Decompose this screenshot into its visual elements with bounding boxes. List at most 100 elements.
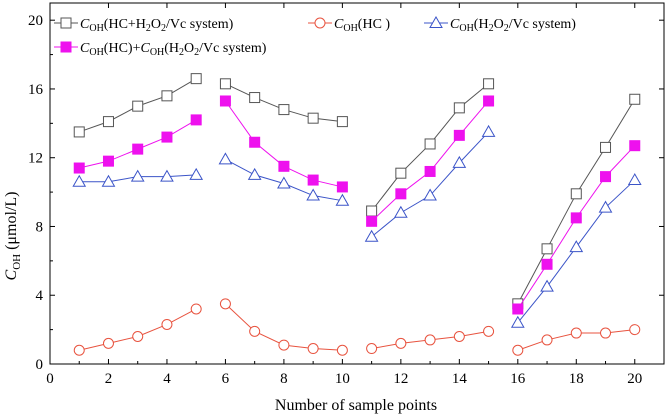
series-1-point: [395, 167, 407, 179]
series-2-point: [102, 337, 114, 349]
series-4-point: [483, 95, 495, 107]
series-1-point: [424, 138, 436, 150]
series-2-point: [453, 330, 465, 342]
legend-subscript: OH: [459, 23, 473, 34]
series-1-point: [483, 78, 495, 90]
series-3-point: [72, 174, 87, 187]
series-1-point: [366, 205, 378, 217]
legend-subscript: 2: [161, 23, 166, 34]
series-3-point: [540, 279, 554, 292]
series-4-point: [161, 131, 173, 143]
series-3-point: [364, 229, 379, 242]
legend-marker: [60, 41, 72, 53]
series-1-point: [102, 116, 114, 128]
x-axis: 0 2 4 6 8 10 12 14 16 18 20: [46, 3, 642, 387]
series-layer: [72, 73, 642, 356]
series-4-point: [132, 143, 144, 155]
legend-item-2: COH(HC ): [308, 17, 390, 34]
legend-subscript: 2: [504, 23, 509, 34]
x-tick-label: 6: [222, 371, 230, 387]
series-4-line-segment: [517, 145, 636, 310]
y-tick-label: 12: [28, 151, 43, 167]
series-1-point: [600, 141, 612, 153]
series-4-point: [629, 140, 641, 152]
y-tick-label: 20: [28, 13, 43, 29]
series-2-point: [570, 327, 582, 339]
series-2-point: [366, 343, 378, 355]
legend-text-part: O: [184, 41, 194, 56]
series-3-point: [277, 176, 291, 189]
legend-item-3: COH(H2O2/Vc system): [424, 15, 577, 34]
series-1-line-segment: [225, 83, 343, 123]
x-tick-label: 20: [627, 371, 642, 387]
series-2-point: [307, 343, 319, 355]
series-3-point: [101, 174, 116, 187]
x-tick-label: 0: [46, 371, 54, 387]
y-tick-label: 4: [36, 288, 44, 304]
series-1-line-segment: [517, 99, 636, 305]
legend-symbol: C: [140, 41, 150, 56]
series-3-point: [452, 155, 467, 168]
legend-symbol: C: [80, 17, 90, 32]
series-3-point: [189, 167, 204, 180]
series-4-point: [570, 212, 582, 224]
legend-item-4: COH(HC)+COH(H2O2/Vc system): [54, 41, 267, 58]
series-3-point: [598, 200, 613, 213]
legend-subscript: 2: [489, 23, 494, 34]
x-tick-label: 18: [569, 371, 584, 387]
plot-frame: [49, 2, 665, 365]
series-4-point: [600, 171, 612, 183]
series-4-line-segment: [371, 100, 489, 222]
series-2-point: [161, 318, 173, 330]
series-1-point: [453, 102, 465, 114]
legend-text-part: (H: [164, 41, 179, 56]
series-3-point: [218, 152, 233, 165]
legend-marker: [314, 17, 326, 29]
legend-symbol: C: [80, 41, 90, 56]
legend-text-part: O: [494, 17, 504, 32]
series-3-point: [627, 173, 642, 186]
series-2-point: [278, 339, 290, 351]
legend-text-part: O: [151, 17, 161, 32]
legend-symbol: C: [334, 17, 344, 32]
series-2-point: [249, 325, 261, 337]
y-label-subscript: OH: [11, 254, 23, 270]
series-4-point: [278, 160, 290, 172]
legend-text-part: /Vc system): [509, 17, 577, 32]
series-4-point: [453, 129, 465, 141]
series-4-point: [219, 95, 231, 107]
series-4-point: [512, 303, 524, 315]
series-3-point: [393, 205, 408, 218]
legend-text-part: (H: [474, 17, 489, 32]
legend-subscript: 2: [179, 47, 184, 58]
legend-subscript: OH: [89, 23, 103, 34]
y-axis: 0 4 8 12 16 20: [28, 13, 664, 373]
legend-label: COH(HC)+COH(H2O2/Vc system): [80, 41, 267, 58]
series-3-point: [247, 167, 262, 180]
legend-label: COH(HC ): [334, 17, 390, 34]
series-1-point: [336, 116, 348, 128]
y-tick-label: 0: [36, 357, 44, 373]
x-tick-label: 10: [335, 371, 350, 387]
legend-subscript: 2: [146, 23, 151, 34]
series-2-point: [424, 334, 436, 346]
series-4-point: [307, 174, 319, 186]
legend-text-part: /Vc system): [199, 41, 267, 56]
legend-symbol: C: [450, 17, 460, 32]
series-4-point: [366, 215, 378, 227]
legend-subscript: OH: [89, 47, 103, 58]
series-3-point: [569, 240, 584, 253]
legend-subscript: OH: [150, 47, 164, 58]
series-4-point: [102, 155, 114, 167]
series-3-point: [510, 315, 525, 328]
legend-text-part: /Vc system): [166, 17, 234, 32]
x-tick-label: 4: [163, 371, 171, 387]
series-2-point: [600, 327, 612, 339]
series-4-point: [73, 162, 85, 174]
y-axis-label: COH (μmol/L): [3, 192, 23, 281]
y-label-symbol: C: [3, 269, 20, 280]
series-2-point: [219, 298, 231, 310]
legend-text-part: (HC)+: [104, 41, 141, 56]
series-1-point: [73, 126, 85, 138]
